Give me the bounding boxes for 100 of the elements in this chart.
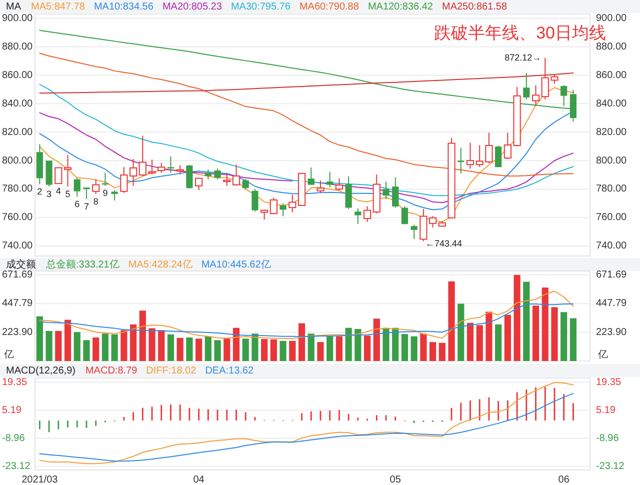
x-tick-label: 05 — [390, 474, 402, 485]
line-series — [39, 303, 574, 338]
bar — [466, 322, 474, 361]
y2-tick-label: 223.90 — [596, 326, 628, 338]
x-tick-label: 4 — [56, 186, 61, 196]
bar — [354, 329, 362, 361]
candlestick — [410, 224, 418, 240]
y2-axis-title: 亿 — [597, 350, 608, 361]
candlestick — [242, 178, 249, 190]
bar — [532, 306, 540, 361]
bar — [326, 336, 334, 361]
x-tick-label: 3 — [46, 188, 52, 199]
candlestick — [223, 174, 231, 186]
y-tick-label: 671.69 — [2, 270, 34, 281]
bar — [458, 304, 464, 361]
bar — [382, 328, 390, 361]
y-tick-label: 760.00 — [2, 212, 34, 224]
text: MA10:834.56 — [94, 2, 154, 13]
y-axis-title: 亿 — [3, 350, 14, 361]
bar — [317, 342, 324, 361]
line-series — [39, 393, 574, 462]
bar — [102, 334, 108, 361]
y-tick-label: 820.00 — [2, 126, 34, 138]
chart-title: 成交额 — [6, 258, 36, 271]
y2-tick-label: 19.35 — [596, 376, 622, 388]
candlestick — [345, 176, 352, 210]
bar — [438, 342, 446, 361]
text: MA60:790.88 — [299, 2, 360, 13]
candlestick — [214, 168, 221, 180]
bar — [224, 338, 230, 361]
bar — [186, 337, 193, 361]
bar — [448, 281, 455, 361]
text: 总金额:333.21亿 — [45, 258, 120, 271]
y2-tick-label: 840.00 — [596, 98, 628, 110]
text: MA120:836.42 — [368, 2, 434, 13]
y2-tick-label: 880.00 — [596, 41, 628, 52]
bar — [167, 334, 174, 361]
bar — [336, 336, 342, 361]
bar — [214, 340, 221, 361]
text: MA30:795.76 — [230, 2, 291, 13]
annotation: 跌破半年线、30日均线 — [434, 23, 606, 42]
bar — [204, 336, 212, 361]
bar — [476, 325, 483, 361]
bar — [120, 330, 128, 361]
y-tick-label: 840.00 — [2, 98, 34, 110]
x-tick-label: 8 — [93, 196, 98, 206]
bar — [392, 328, 399, 361]
y2-tick-label: 860.00 — [596, 70, 628, 81]
bar — [196, 338, 202, 361]
x-tick-label: 6 — [74, 199, 80, 210]
x-tick-label: 7 — [84, 201, 89, 212]
bar — [345, 328, 352, 361]
bar — [401, 334, 408, 361]
y-tick-label: 880.00 — [2, 41, 34, 52]
y2-tick-label: -8.96 — [596, 432, 620, 444]
line-series — [39, 52, 574, 176]
x-tick-label: 2 — [37, 186, 42, 197]
bar — [270, 339, 277, 361]
y2-tick-label: 5.19 — [596, 404, 616, 416]
bar — [504, 314, 511, 361]
y-tick-label: 780.00 — [2, 184, 34, 195]
y-tick-label: 740.00 — [2, 240, 34, 252]
y-tick-label: 900.00 — [2, 12, 34, 24]
bar — [486, 312, 492, 361]
bar — [495, 324, 502, 361]
bar — [551, 307, 558, 361]
chart-title: MA — [6, 2, 22, 13]
text: MA5:428.24亿 — [128, 260, 192, 271]
candlestick — [74, 177, 80, 198]
bar — [364, 336, 371, 361]
bar — [242, 338, 249, 361]
bar — [64, 320, 72, 361]
y2-tick-label: 447.79 — [596, 298, 628, 310]
candlestick — [354, 208, 362, 224]
bar — [158, 330, 165, 361]
candlestick — [363, 206, 372, 222]
bar — [130, 324, 137, 361]
text: MA250:861.58 — [442, 2, 508, 13]
bar — [280, 340, 286, 361]
bar — [176, 338, 184, 361]
bar — [36, 316, 43, 361]
candlestick — [532, 84, 540, 106]
y2-tick-label: -23.12 — [596, 460, 625, 472]
candlestick — [186, 165, 193, 188]
chart-title: MACD(12,26,9) — [6, 366, 76, 377]
candlestick — [458, 147, 464, 174]
bar — [83, 340, 90, 361]
bar — [261, 339, 268, 361]
y2-tick-label: 671.69 — [596, 270, 628, 281]
text: MA10:445.62亿 — [201, 260, 271, 271]
bar — [111, 334, 118, 361]
bar — [148, 328, 156, 361]
bar — [252, 334, 258, 361]
candlestick — [167, 156, 174, 174]
annotation: ←743.44 — [425, 238, 462, 249]
y2-tick-label: 800.00 — [596, 155, 628, 166]
line-series — [39, 290, 574, 340]
candlestick — [129, 158, 138, 186]
candlestick — [560, 84, 568, 106]
text: MA20:805.23 — [162, 2, 222, 13]
